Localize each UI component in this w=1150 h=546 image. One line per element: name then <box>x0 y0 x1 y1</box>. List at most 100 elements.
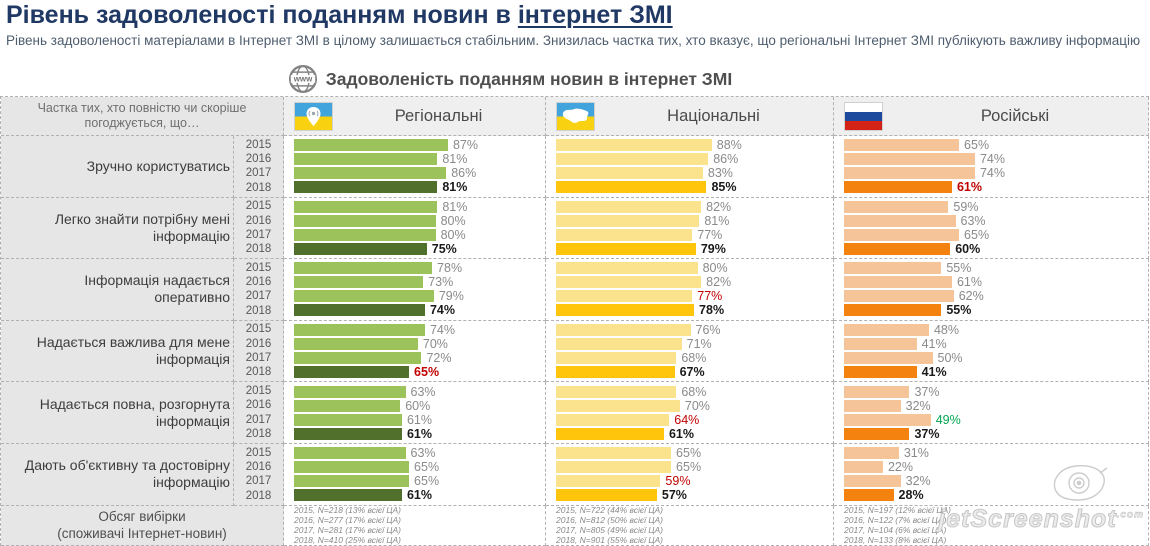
bar-value-label: 77% <box>697 289 723 304</box>
bar-group-national: 76% 71% 68% 67% <box>546 320 834 383</box>
bar-row-2017: 59% <box>556 474 833 489</box>
bar-row-2018: 81% <box>294 180 545 194</box>
bar-russian-2018 <box>844 489 894 502</box>
bar-national-2017 <box>556 352 677 365</box>
bar-regional-2015 <box>294 262 433 275</box>
bar-value-label: 81% <box>442 199 468 214</box>
bar-russian-2018 <box>844 366 917 379</box>
bar-national-2018 <box>556 242 696 255</box>
sample-size-line: 2016, N=812 (50% всієї ЦА) <box>556 515 664 526</box>
bar-value-label: 41% <box>921 365 947 380</box>
sample-size-label: Обсяг вибірки (споживачі Інтернет-новин) <box>1 505 284 546</box>
bar-regional-2017 <box>294 167 447 180</box>
bar-russian-2018 <box>844 427 910 440</box>
bar-value-label: 61% <box>956 275 982 290</box>
bar-value-label: 80% <box>702 261 728 276</box>
bar-value-label: 65% <box>964 138 990 153</box>
bar-russian-2016 <box>844 338 917 351</box>
bar-russian-2018 <box>844 304 942 317</box>
bar-value-label: 61% <box>406 426 432 441</box>
bar-row-2018: 74% <box>294 303 545 317</box>
year-labels: 2015 2016 2017 2018 <box>234 136 284 198</box>
sample-sizes-russian: 2015, N=197 (12% всієї ЦА) 2016, N=122 (7… <box>834 505 1149 546</box>
category-label: Легко знайти потрібну мені інформацію <box>1 197 234 260</box>
bar-national-2015 <box>556 200 702 213</box>
bar-row-2017: 83% <box>556 166 833 180</box>
bar-row-2017: 79% <box>294 289 545 303</box>
year-label: 2015 <box>245 261 272 274</box>
sample-size-line: 2016, N=122 (7% всієї ЦА) <box>844 515 947 526</box>
bar-group-russian: 48% 41% 50% 41% <box>834 320 1149 383</box>
bar-national-2016 <box>556 338 682 351</box>
table-header-note: Частка тих, хто повністю чи скоріше пого… <box>1 97 284 136</box>
year-label: 2018 <box>245 181 272 194</box>
bar-row-2017: 72% <box>294 351 545 365</box>
bar-group-regional: 63% 60% 61% 61% <box>284 382 546 444</box>
bar-value-label: 61% <box>668 426 694 441</box>
year-label: 2017 <box>245 290 272 303</box>
bar-regional-2017 <box>294 413 402 426</box>
bar-value-label: 65% <box>414 460 440 475</box>
bar-row-2018: 55% <box>844 303 1148 317</box>
year-label: 2017 <box>245 413 272 426</box>
bar-group-russian: 55% 61% 62% 55% <box>834 259 1149 321</box>
bar-value-label: 59% <box>665 474 691 489</box>
bar-row-2017: 74% <box>844 166 1148 180</box>
bar-row-2015: 55% <box>844 261 1148 275</box>
category-label: Зручно користуватись <box>1 136 234 198</box>
bar-row-2018: 57% <box>556 488 833 502</box>
bar-value-label: 81% <box>442 152 468 167</box>
bar-national-2016 <box>556 153 709 166</box>
sample-size-line: 2015, N=722 (44% всієї ЦА) <box>556 505 664 516</box>
column-header-russian: Російські <box>834 97 1149 136</box>
bar-value-label: 63% <box>410 446 436 461</box>
year-labels: 2015 2016 2017 2018 <box>234 320 284 383</box>
bar-row-2018: 37% <box>844 427 1148 441</box>
page-title: Рівень задоволеності поданням новин в ін… <box>6 1 673 29</box>
bar-row-2017: 62% <box>844 289 1148 303</box>
bar-row-2016: 32% <box>844 399 1148 413</box>
bar-value-label: 87% <box>452 138 479 153</box>
ukraine-map-flag <box>557 102 594 130</box>
bar-row-2016: 65% <box>556 460 833 474</box>
bar-row-2018: 61% <box>294 488 545 502</box>
bar-value-label: 61% <box>956 180 982 195</box>
bar-row-2015: 81% <box>294 199 545 214</box>
bar-row-2016: 70% <box>294 337 545 351</box>
bar-value-label: 77% <box>697 227 723 242</box>
column-header-regional: Регіональні <box>284 97 546 136</box>
year-label: 2016 <box>245 460 272 473</box>
sample-size-line: 2016, N=277 (17% всієї ЦА) <box>294 515 402 526</box>
bar-regional-2015 <box>294 447 406 460</box>
bar-value-label: 49% <box>935 412 961 427</box>
bar-row-2016: 65% <box>294 460 545 475</box>
bar-row-2018: 28% <box>844 488 1148 502</box>
page-title-underlined: інтернет ЗМІ <box>517 1 673 29</box>
bar-russian-2016 <box>844 276 952 289</box>
bar-group-national: 80% 82% 77% 78% <box>546 259 834 321</box>
bar-value-label: 59% <box>953 199 979 214</box>
category-label: Дають об'єктивну та достовірну інформаці… <box>1 443 234 506</box>
bar-row-2015: 82% <box>556 200 833 214</box>
bar-row-2017: 65% <box>844 227 1148 242</box>
bar-group-national: 88% 86% 83% 85% <box>546 136 834 198</box>
bar-row-2017: 86% <box>294 166 545 180</box>
sample-size-line: 2017, N=281 (17% всієї ЦА) <box>294 525 402 536</box>
bar-national-2018 <box>556 181 707 194</box>
bar-regional-2018 <box>294 181 438 194</box>
bar-row-2018: 78% <box>556 303 833 317</box>
bar-value-label: 71% <box>686 337 712 352</box>
bar-russian-2017 <box>844 228 960 241</box>
bar-regional-2015 <box>294 200 438 213</box>
bar-russian-2017 <box>844 167 975 180</box>
bar-national-2017 <box>556 228 693 241</box>
bar-value-label: 65% <box>964 227 990 242</box>
bar-value-label: 61% <box>406 412 432 427</box>
year-label: 2016 <box>245 399 272 412</box>
bar-regional-2017 <box>294 290 434 303</box>
bar-national-2015 <box>556 385 677 398</box>
ukraine-pin-flag <box>295 102 332 130</box>
bar-row-2017: 65% <box>294 474 545 488</box>
bar-group-russian: 59% 63% 65% 60% <box>834 197 1149 260</box>
bar-row-2015: 87% <box>294 138 545 153</box>
